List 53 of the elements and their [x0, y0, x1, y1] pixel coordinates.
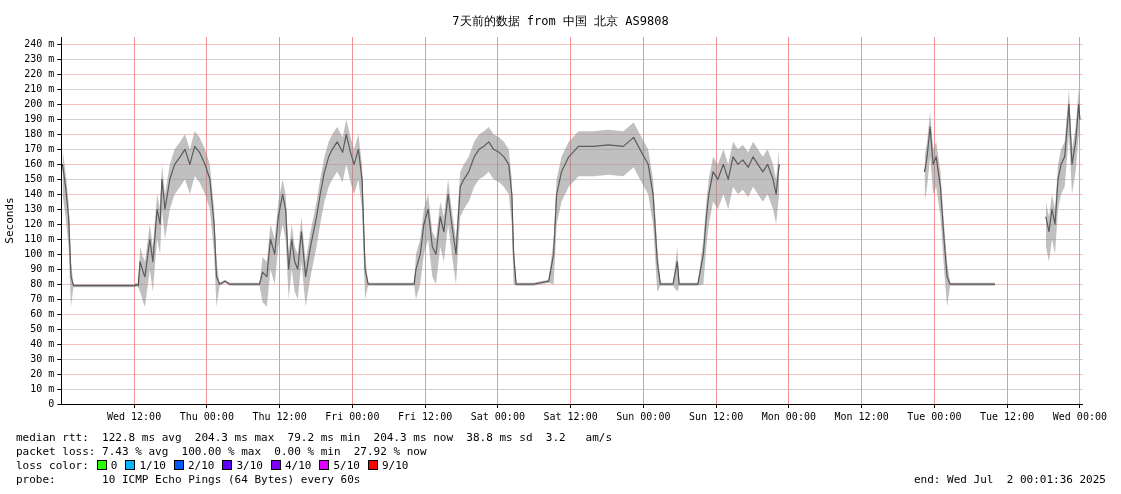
text: probe: 10 ICMP Echo Pings (64 Bytes) every 60s: [16, 473, 361, 486]
legend-label: 1/10: [139, 459, 166, 472]
y-tick-label: 210 m: [24, 83, 55, 95]
x-tick-label: Fri 12:00: [397, 410, 453, 422]
text: packet loss: 7.43 % avg 100.00 % max 0.00 % min 27.92 % now: [16, 445, 428, 459]
y-tick-label: 160 m: [24, 157, 55, 169]
text: end: Wed Jul 2 00:01:36 2025: [913, 473, 1106, 487]
y-tick-label: 180 m: [24, 127, 55, 139]
y-tick-label: 30 m: [30, 352, 55, 364]
x-tick-label: Mon 12:00: [834, 410, 889, 422]
x-tick-label: Wed 12:00: [106, 410, 162, 422]
legend-title: loss color:: [16, 459, 89, 472]
x-tick-label: Mon 00:00: [761, 410, 816, 422]
y-tick-label: 190 m: [24, 112, 55, 124]
y-tick-label: 120 m: [24, 217, 55, 229]
x-tick-label: Sat 12:00: [543, 410, 598, 422]
legend-label: 9/10: [381, 459, 409, 472]
y-tick-label: 0: [48, 397, 55, 409]
y-tick-label: 20 m: [30, 367, 55, 379]
y-tick-label: 60 m: [30, 307, 55, 319]
x-tick-label: Thu 12:00: [252, 410, 307, 422]
x-tick-label: Wed 00:00: [1052, 410, 1107, 422]
legend-label: 2/10: [187, 459, 215, 472]
y-tick-label: 140 m: [24, 187, 55, 199]
y-tick-label: 110 m: [24, 232, 55, 244]
x-tick-label: Tue 12:00: [980, 410, 1035, 422]
x-tick-label: Tue 00:00: [907, 410, 962, 422]
legend-label: 5/10: [333, 459, 360, 472]
y-axis-title: Seconds: [3, 197, 17, 244]
y-tick-label: 100 m: [24, 247, 55, 259]
y-tick-label: 80 m: [30, 277, 55, 289]
y-tick-label: 50 m: [30, 322, 55, 334]
legend-label: 0: [110, 459, 118, 472]
x-tick-label: Thu 00:00: [179, 410, 234, 422]
y-tick-label: 90 m: [30, 262, 55, 274]
text: median rtt: 122.8 ms avg 204.3 ms max 79.2 ms min 204.3 ms now 38.8 ms sd 3.2 am/s: [16, 431, 614, 445]
y-tick-label: 130 m: [24, 202, 55, 214]
x-tick-label: Sat 00:00: [470, 410, 525, 422]
y-tick-label: 230 m: [24, 53, 55, 65]
y-tick-label: 70 m: [30, 292, 55, 304]
y-tick-label: 150 m: [24, 172, 55, 184]
y-tick-label: 170 m: [24, 142, 55, 154]
x-tick-label: Fri 00:00: [325, 410, 380, 422]
x-tick-label: Sun 00:00: [616, 410, 671, 422]
x-tick-label: Sun 12:00: [689, 410, 744, 422]
y-tick-label: 200 m: [24, 98, 55, 109]
y-tick-label: 40 m: [30, 337, 55, 349]
chart-title: 7天前的数据 from 中国 北京 AS9808: [451, 13, 670, 30]
legend-label: 4/10: [284, 459, 312, 472]
y-tick-label: 240 m: [24, 38, 55, 50]
y-tick-label: 220 m: [24, 68, 55, 80]
y-tick-label: 10 m: [30, 382, 55, 394]
legend-label: 3/10: [236, 459, 263, 472]
